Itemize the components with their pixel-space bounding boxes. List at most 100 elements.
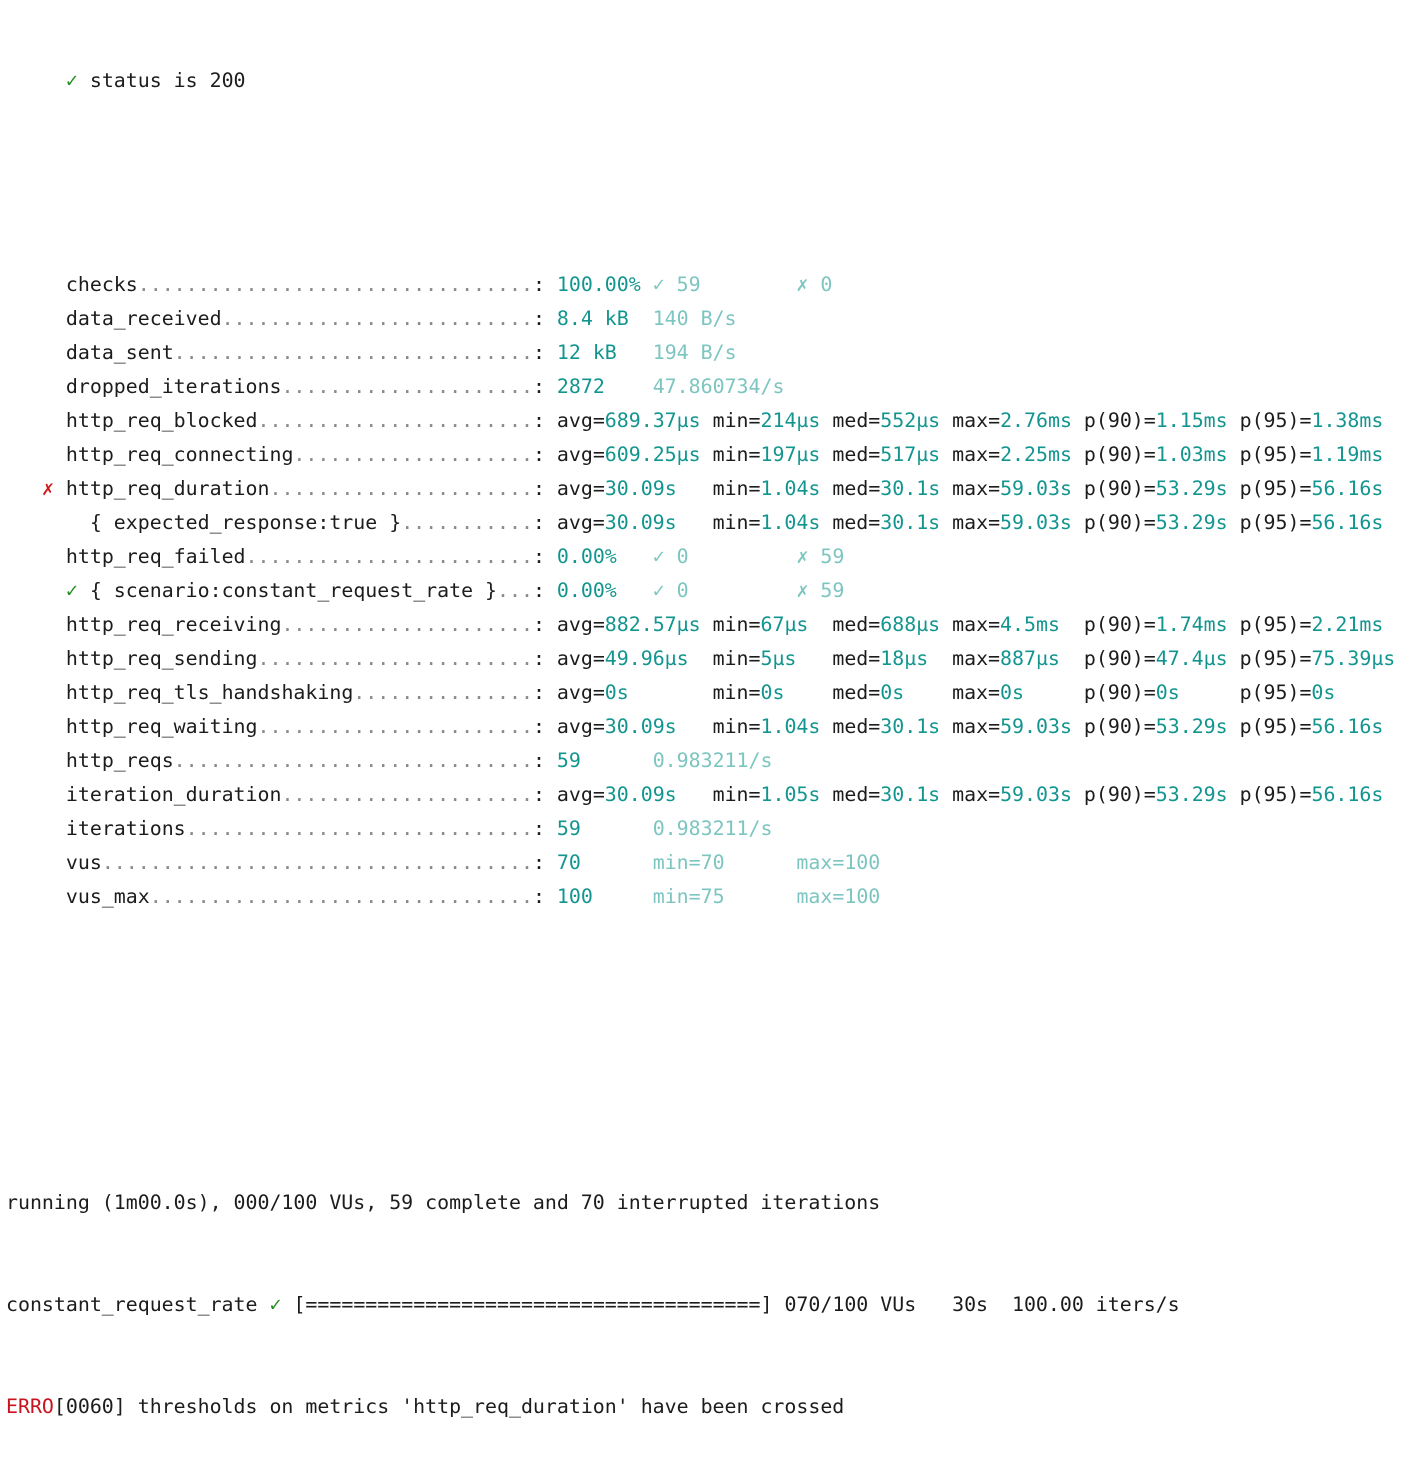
metric-value: 59 bbox=[556, 749, 581, 772]
stat-value: 30.1s bbox=[880, 477, 941, 500]
stat-key: avg= bbox=[556, 783, 605, 806]
dot-leader: .......................... bbox=[221, 307, 533, 330]
spacer bbox=[1228, 443, 1240, 466]
dot-leader: .............................. bbox=[173, 749, 533, 772]
stat-value: 56.16s bbox=[1311, 477, 1384, 500]
spacer bbox=[1228, 409, 1240, 432]
spacer bbox=[1228, 613, 1240, 636]
stat-value: 552µs bbox=[880, 409, 941, 432]
spacer bbox=[904, 681, 952, 704]
spacer bbox=[1060, 613, 1084, 636]
dot-leader: ................................ bbox=[149, 885, 533, 908]
metric-row: http_req_blocked.......................:… bbox=[6, 404, 1395, 438]
metric-value: ✓ 59 bbox=[652, 273, 701, 296]
dot-leader: ..................... bbox=[281, 613, 533, 636]
metric-row: http_req_tls_handshaking...............:… bbox=[6, 676, 1395, 710]
spacer bbox=[820, 783, 832, 806]
spacer bbox=[629, 681, 713, 704]
stat-value: 49.96µs bbox=[604, 647, 689, 670]
metric-row: iterations.............................:… bbox=[6, 812, 1395, 846]
spacer bbox=[617, 545, 653, 568]
stat-key: p(90)= bbox=[1083, 409, 1156, 432]
stat-value: 30.09s bbox=[604, 511, 677, 534]
stat-key: avg= bbox=[556, 715, 605, 738]
metric-row: http_req_failed........................:… bbox=[6, 540, 1395, 574]
stat-key: avg= bbox=[556, 409, 605, 432]
stat-key: min= bbox=[712, 477, 761, 500]
spacer bbox=[6, 443, 66, 466]
stat-key: med= bbox=[832, 511, 881, 534]
metric-name: http_reqs bbox=[65, 749, 174, 772]
stat-value: 30.09s bbox=[604, 477, 677, 500]
metric-value: max=100 bbox=[796, 885, 881, 908]
separator: : bbox=[532, 341, 557, 364]
metric-value: ✗ 59 bbox=[796, 545, 845, 568]
dot-leader: ................................. bbox=[137, 273, 533, 296]
stat-key: min= bbox=[712, 511, 761, 534]
stat-key: p(90)= bbox=[1083, 613, 1156, 636]
stat-value: 688µs bbox=[880, 613, 941, 636]
spacer bbox=[6, 749, 66, 772]
stat-value: 1.74ms bbox=[1155, 613, 1228, 636]
stat-value: 18µs bbox=[880, 647, 929, 670]
dot-leader: .................................... bbox=[101, 851, 533, 874]
stat-value: 53.29s bbox=[1155, 511, 1228, 534]
dot-leader: ....................... bbox=[257, 647, 533, 670]
separator: : bbox=[532, 443, 557, 466]
stat-value: 1.15ms bbox=[1155, 409, 1228, 432]
spacer bbox=[808, 613, 832, 636]
separator: : bbox=[532, 613, 557, 636]
separator: : bbox=[532, 545, 557, 568]
separator: : bbox=[532, 409, 557, 432]
stat-key: min= bbox=[712, 681, 761, 704]
spacer bbox=[6, 783, 66, 806]
metric-name: http_req_connecting bbox=[65, 443, 294, 466]
separator: : bbox=[532, 817, 557, 840]
spacer bbox=[6, 273, 66, 296]
spacer bbox=[1228, 783, 1240, 806]
spacer bbox=[6, 851, 66, 874]
spacer bbox=[1024, 681, 1084, 704]
spacer bbox=[1072, 477, 1084, 500]
spacer bbox=[940, 443, 952, 466]
spacer bbox=[677, 477, 713, 500]
check-result-line: ✓ status is 200 bbox=[6, 64, 1395, 98]
spacer bbox=[701, 443, 713, 466]
separator: : bbox=[532, 681, 557, 704]
spacer bbox=[581, 749, 653, 772]
stat-key: p(95)= bbox=[1239, 715, 1312, 738]
stat-key: max= bbox=[952, 409, 1001, 432]
metric-value: 2872 bbox=[556, 375, 605, 398]
stat-key: max= bbox=[952, 613, 1001, 636]
spacer bbox=[6, 681, 66, 704]
stat-value: 53.29s bbox=[1155, 715, 1228, 738]
separator: : bbox=[532, 851, 557, 874]
spacer bbox=[820, 511, 832, 534]
dot-leader: ....................... bbox=[257, 715, 533, 738]
stat-key: min= bbox=[712, 647, 761, 670]
stat-key: p(90)= bbox=[1083, 511, 1156, 534]
separator: : bbox=[532, 511, 557, 534]
spacer bbox=[1072, 511, 1084, 534]
stat-value: 5µs bbox=[760, 647, 797, 670]
stat-key: med= bbox=[832, 647, 881, 670]
separator: : bbox=[532, 477, 557, 500]
spacer bbox=[689, 647, 713, 670]
stat-value: 0s bbox=[1155, 681, 1180, 704]
spacer bbox=[581, 851, 653, 874]
separator: : bbox=[532, 885, 557, 908]
stat-key: max= bbox=[952, 715, 1001, 738]
stat-value: 47.4µs bbox=[1155, 647, 1228, 670]
spacer bbox=[820, 443, 832, 466]
metric-row: http_req_sending.......................:… bbox=[6, 642, 1395, 676]
stat-value: 56.16s bbox=[1311, 511, 1384, 534]
spacer bbox=[820, 477, 832, 500]
metric-value: max=100 bbox=[796, 851, 881, 874]
progress-bar: [======================================] bbox=[293, 1293, 773, 1316]
stat-value: 2.25ms bbox=[1000, 443, 1072, 466]
running-status-line: running (1m00.0s), 000/100 VUs, 59 compl… bbox=[6, 1191, 881, 1214]
pass-icon: ✓ bbox=[65, 579, 78, 602]
metric-value: 12 kB bbox=[556, 341, 617, 364]
terminal-output: ✓ status is 200 checks..................… bbox=[6, 0, 1395, 1458]
spacer bbox=[1180, 681, 1240, 704]
